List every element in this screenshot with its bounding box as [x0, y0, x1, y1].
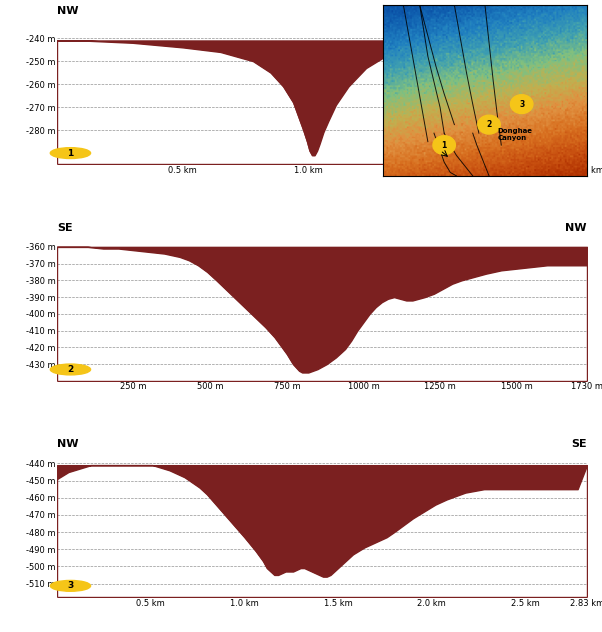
Text: SE: SE	[57, 223, 73, 233]
Text: SE: SE	[571, 439, 587, 449]
Text: SE: SE	[571, 6, 587, 16]
Text: NW: NW	[57, 6, 79, 16]
Circle shape	[51, 364, 90, 375]
Text: 3: 3	[67, 581, 73, 590]
Circle shape	[51, 580, 90, 592]
Text: 1: 1	[67, 149, 73, 157]
Text: 2: 2	[67, 365, 73, 374]
Text: NW: NW	[57, 439, 79, 449]
Circle shape	[51, 148, 90, 159]
Text: NW: NW	[565, 223, 587, 233]
